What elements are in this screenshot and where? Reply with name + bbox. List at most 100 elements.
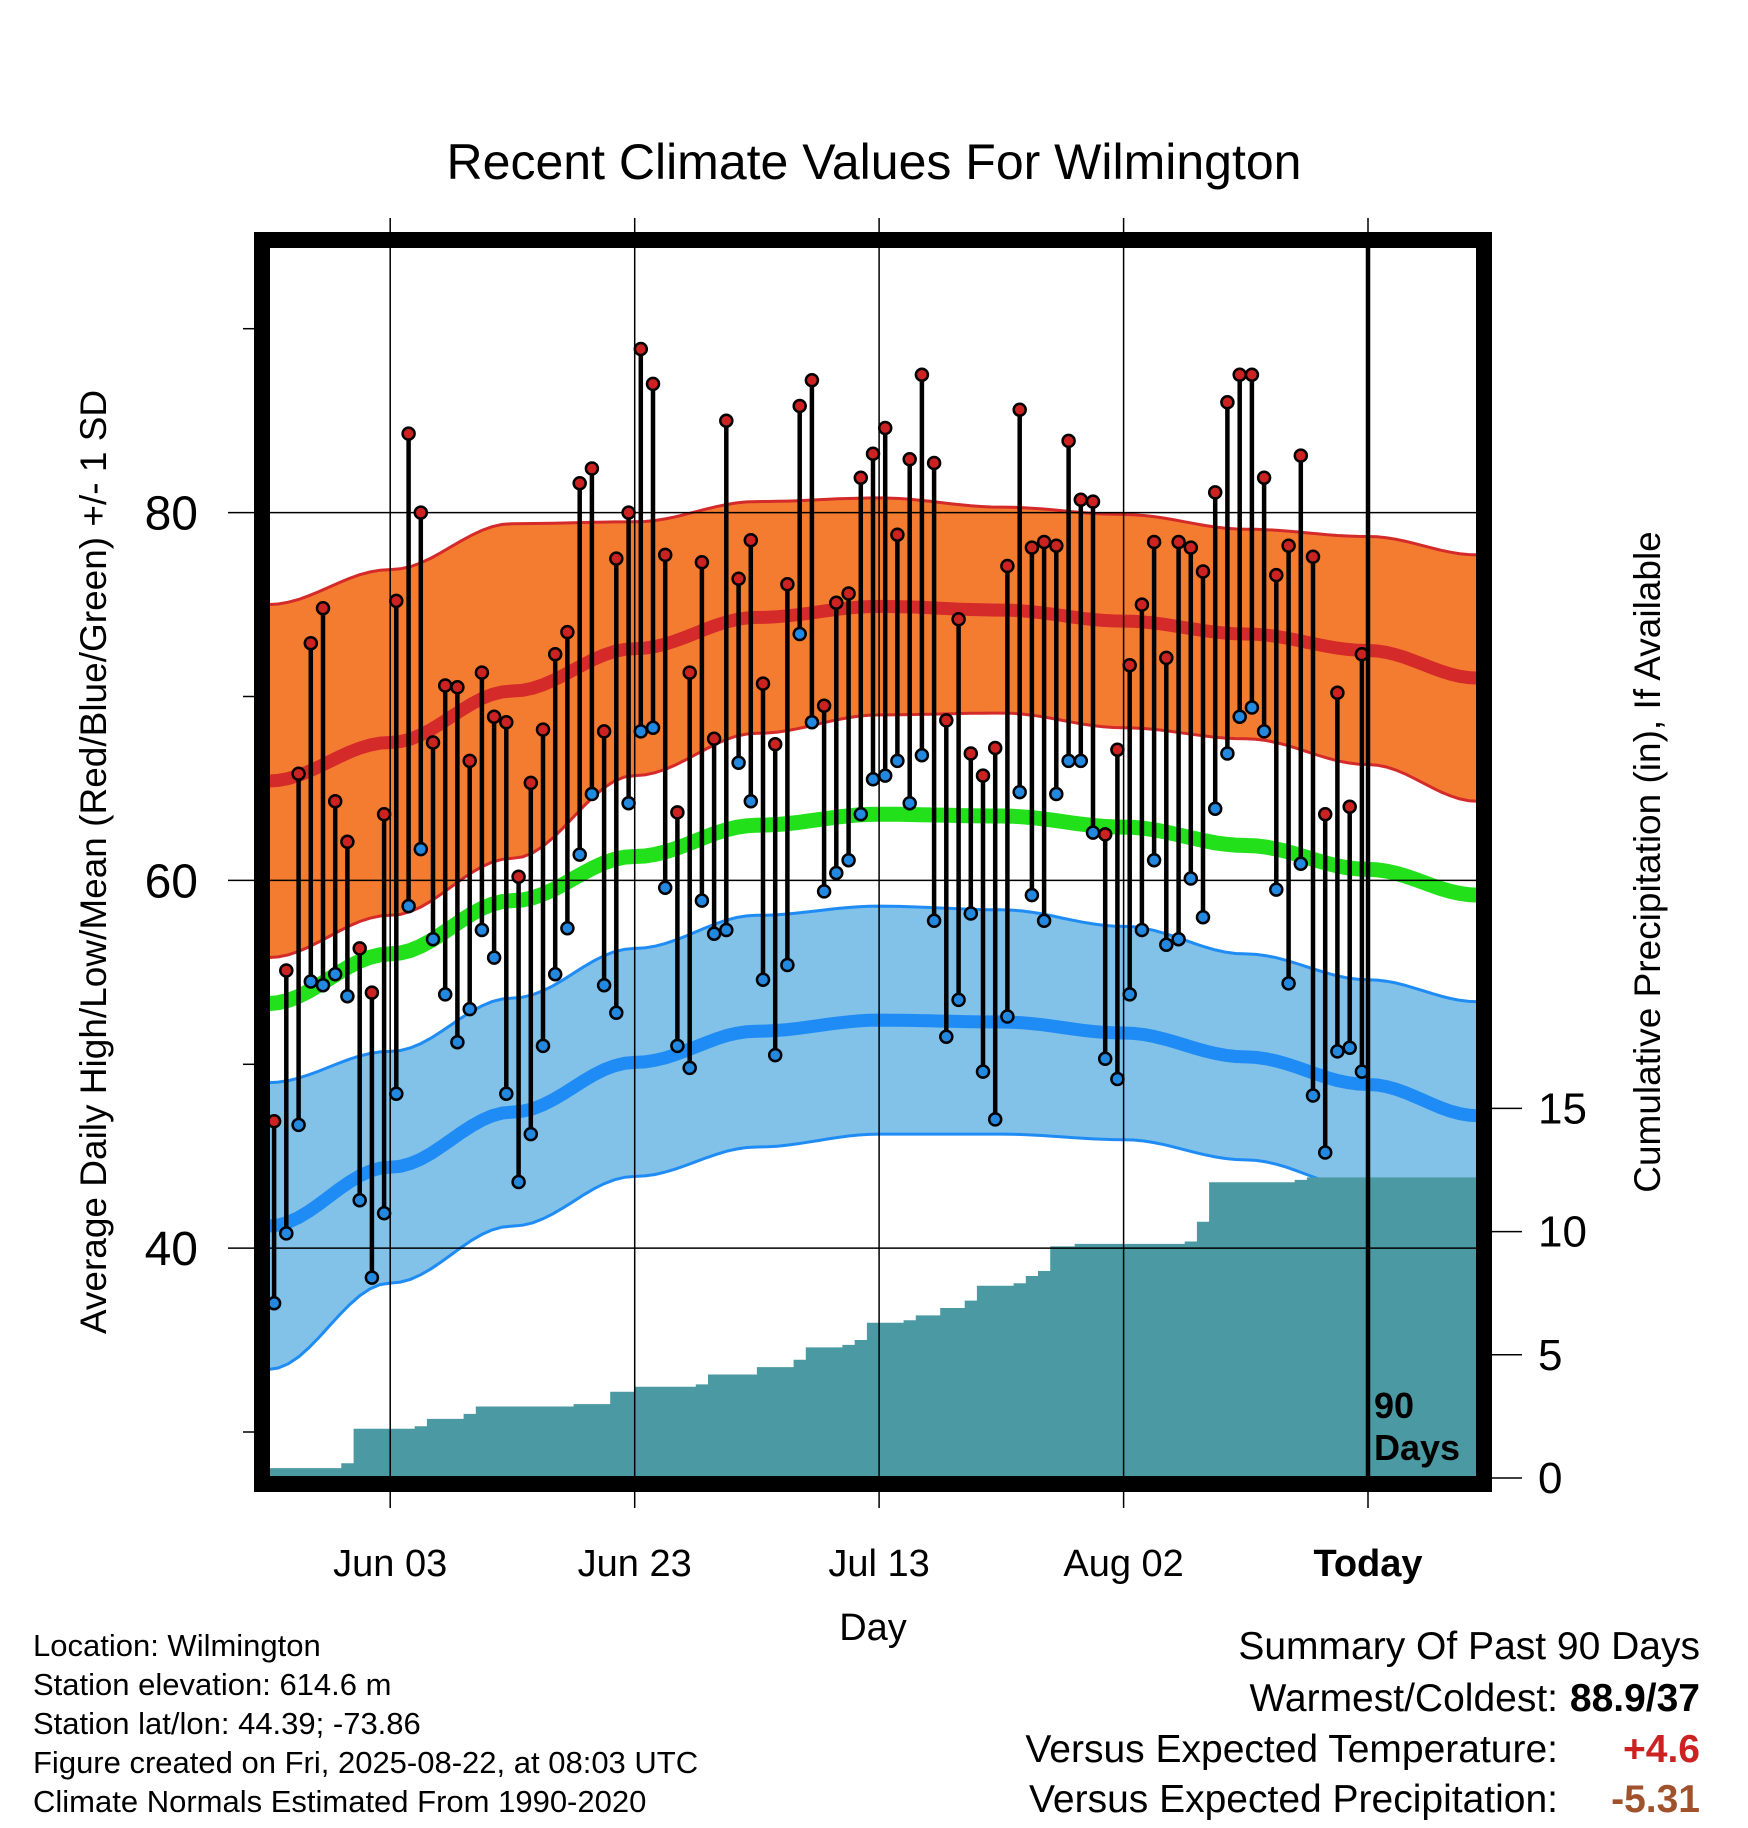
daily-low-point [939,1029,954,1044]
daily-low-point [364,1270,380,1285]
daily-low-point [340,988,355,1004]
daily-low-point [560,920,575,936]
daily-low-point [657,880,673,895]
daily-high-point [1183,540,1199,555]
daily-low-point [853,806,869,822]
daily-high-point [877,420,893,436]
axis-labels: 40 60 80 0 5 10 15 Jun 03 Jun 23 Jul 13 Aug 02 Toda… [73,390,1668,1649]
daily-high-point [645,376,661,392]
daily-low-point [437,987,453,1002]
daily-low-point [572,847,587,862]
daily-high-point [865,446,881,462]
daily-low-point [1183,871,1199,886]
daily-high-point [1281,538,1296,553]
precip-anomaly-value: -5.31 [1611,1778,1700,1821]
daily-low-point [755,972,771,987]
daily-low-point [694,893,710,908]
daily-high-point [1256,470,1272,485]
daily-low-point [621,795,636,811]
daily-high-point [535,722,551,737]
daily-low-point [816,884,832,899]
daily-low-point [706,926,722,941]
daily-high-point [841,586,856,601]
daily-high-point [1159,650,1174,666]
normals-text: Climate Normals Estimated From 1990-2020 [33,1784,647,1819]
daily-high-point [792,398,807,414]
daily-low-point [1036,913,1052,929]
y2-tick-label: 10 [1538,1208,1587,1257]
daily-high-point [682,665,697,680]
daily-low-point [975,1064,991,1079]
daily-low-point [1244,700,1260,715]
daily-high-point [291,766,306,781]
daily-high-point [926,455,942,471]
daily-low-point [523,1126,539,1142]
daily-high-point [1207,485,1223,500]
daily-high-point [657,547,673,563]
daily-high-point [327,794,343,809]
location-text: Location: Wilmington [33,1628,321,1663]
daily-high-point [1036,534,1052,550]
daily-low-point [279,1226,294,1241]
daily-low-point [1330,1044,1345,1059]
daily-low-point [1342,1040,1357,1055]
daily-low-point [1097,1051,1113,1067]
daily-low-point [1269,882,1284,897]
warm-cold-label: Warmest/Coldest: [1249,1677,1558,1720]
gridlines [268,246,1478,1478]
daily-low-point [1110,1071,1125,1087]
daily-low-point [877,768,893,783]
daily-high-point [352,941,367,956]
daily-high-point [1244,367,1260,382]
daily-low-point [792,626,807,642]
x-tick-label: Jul 13 [828,1543,929,1585]
daily-high-point [1171,534,1186,550]
daily-low-point [547,966,563,982]
daily-high-point [890,527,905,542]
daily-low-point [1171,931,1186,947]
daily-high-point [560,624,575,640]
daily-high-point [1305,549,1321,565]
precipitation-layer [268,1177,1478,1478]
daily-high-point [694,555,710,570]
daily-high-point [804,372,820,388]
daily-high-point [376,806,392,822]
daily-low-point [315,977,331,993]
chart-title: Recent Climate Values For Wilmington [446,134,1302,190]
daily-high-point [1330,685,1345,701]
daily-low-point [865,772,881,787]
daily-low-point [645,720,661,736]
daily-high-point [1232,367,1247,382]
y-tick-label: 40 [145,1223,198,1276]
daily-low-point [1256,724,1272,739]
daily-low-point [1195,909,1211,925]
x-tick-label: Jun 03 [333,1543,447,1585]
daily-low-point [291,1117,306,1133]
daily-low-point [499,1086,514,1101]
created-text: Figure created on Fri, 2025-08-22, at 08… [33,1745,699,1780]
daily-high-point [706,731,722,747]
daily-high-point [1110,742,1125,758]
summary-heading: Summary Of Past 90 Days [1238,1625,1700,1668]
daily-high-point [1195,564,1211,579]
days-annotation-number: 90 [1374,1385,1414,1426]
daily-high-point [731,571,746,587]
daily-high-point [1342,799,1357,815]
daily-low-point [890,753,905,769]
daily-high-point [474,665,490,680]
daily-low-point [914,748,930,763]
daily-high-point [1000,558,1015,574]
daily-low-point [682,1060,697,1076]
daily-high-point [303,635,319,651]
daily-low-point [633,724,649,739]
daily-low-point [1000,1009,1015,1024]
daily-high-point [340,834,355,850]
daily-low-point [1232,709,1247,724]
daily-high-point [621,505,636,520]
daily-low-point [303,974,319,989]
daily-low-point [474,922,490,938]
daily-low-point [401,898,416,914]
daily-high-point [767,737,783,752]
daily-low-point [902,795,917,811]
daily-low-point [1317,1145,1333,1160]
